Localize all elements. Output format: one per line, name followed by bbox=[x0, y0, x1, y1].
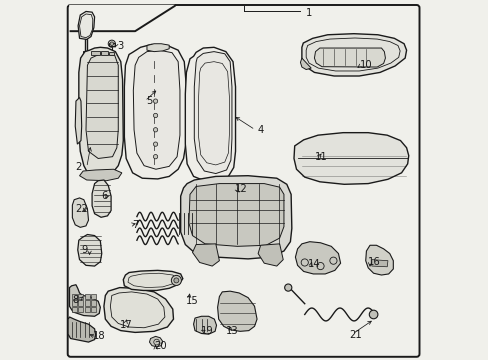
Polygon shape bbox=[72, 301, 77, 306]
Polygon shape bbox=[80, 169, 122, 181]
Polygon shape bbox=[69, 285, 100, 316]
Polygon shape bbox=[147, 44, 169, 51]
Text: 2: 2 bbox=[76, 162, 82, 172]
Polygon shape bbox=[68, 317, 96, 342]
Polygon shape bbox=[72, 198, 88, 227]
Circle shape bbox=[284, 284, 291, 291]
Polygon shape bbox=[109, 51, 114, 55]
Polygon shape bbox=[91, 294, 96, 299]
Text: 3: 3 bbox=[118, 41, 123, 50]
Polygon shape bbox=[371, 260, 387, 267]
Polygon shape bbox=[92, 180, 111, 217]
Polygon shape bbox=[78, 301, 83, 306]
Circle shape bbox=[153, 154, 158, 159]
Polygon shape bbox=[109, 42, 115, 45]
Polygon shape bbox=[75, 98, 81, 144]
Text: 7: 7 bbox=[132, 220, 138, 230]
Text: 13: 13 bbox=[225, 326, 238, 336]
Text: 19: 19 bbox=[201, 326, 213, 336]
Text: 21: 21 bbox=[348, 330, 361, 340]
Polygon shape bbox=[185, 47, 235, 181]
Text: 16: 16 bbox=[367, 257, 380, 267]
Polygon shape bbox=[314, 48, 385, 67]
Polygon shape bbox=[78, 294, 83, 299]
Polygon shape bbox=[133, 50, 180, 169]
Text: 9: 9 bbox=[81, 245, 88, 255]
Text: 18: 18 bbox=[93, 331, 105, 341]
Text: 6: 6 bbox=[101, 191, 108, 201]
Polygon shape bbox=[78, 12, 94, 40]
Circle shape bbox=[153, 128, 158, 132]
Polygon shape bbox=[72, 294, 77, 299]
Polygon shape bbox=[91, 301, 96, 306]
Text: 12: 12 bbox=[234, 184, 247, 194]
Polygon shape bbox=[91, 307, 96, 312]
Polygon shape bbox=[86, 54, 118, 158]
Polygon shape bbox=[365, 245, 392, 275]
Polygon shape bbox=[293, 133, 408, 184]
Polygon shape bbox=[78, 234, 102, 266]
Polygon shape bbox=[70, 6, 174, 31]
Polygon shape bbox=[104, 288, 173, 332]
Polygon shape bbox=[258, 244, 283, 266]
Circle shape bbox=[110, 42, 113, 45]
Text: 20: 20 bbox=[154, 341, 166, 351]
Polygon shape bbox=[72, 307, 77, 312]
Polygon shape bbox=[194, 51, 231, 174]
Polygon shape bbox=[300, 58, 310, 69]
Circle shape bbox=[108, 40, 115, 47]
Polygon shape bbox=[91, 51, 100, 55]
Circle shape bbox=[368, 310, 377, 319]
Polygon shape bbox=[84, 307, 89, 312]
Text: 8: 8 bbox=[73, 295, 79, 305]
Polygon shape bbox=[124, 44, 186, 179]
Polygon shape bbox=[217, 291, 257, 331]
Polygon shape bbox=[123, 270, 183, 291]
Circle shape bbox=[153, 99, 158, 103]
Polygon shape bbox=[79, 47, 123, 178]
Polygon shape bbox=[84, 294, 89, 299]
Circle shape bbox=[153, 113, 158, 118]
Text: 11: 11 bbox=[315, 152, 327, 162]
Polygon shape bbox=[180, 176, 291, 259]
Text: 15: 15 bbox=[186, 296, 199, 306]
Polygon shape bbox=[78, 307, 83, 312]
Text: 10: 10 bbox=[359, 60, 372, 70]
Text: 17: 17 bbox=[120, 320, 132, 330]
Polygon shape bbox=[188, 184, 284, 246]
Circle shape bbox=[174, 278, 179, 283]
Polygon shape bbox=[301, 34, 406, 76]
Text: 4: 4 bbox=[257, 125, 263, 135]
Text: 1: 1 bbox=[305, 8, 312, 18]
Circle shape bbox=[171, 275, 181, 285]
Polygon shape bbox=[192, 244, 219, 266]
Polygon shape bbox=[101, 51, 107, 55]
Polygon shape bbox=[193, 316, 216, 334]
Polygon shape bbox=[149, 336, 163, 347]
Polygon shape bbox=[83, 51, 89, 54]
Polygon shape bbox=[295, 242, 340, 274]
Text: 22: 22 bbox=[76, 204, 88, 214]
Circle shape bbox=[153, 142, 158, 146]
Text: 14: 14 bbox=[307, 259, 320, 269]
Polygon shape bbox=[84, 301, 89, 306]
Text: 5: 5 bbox=[146, 96, 152, 106]
FancyBboxPatch shape bbox=[67, 5, 419, 357]
